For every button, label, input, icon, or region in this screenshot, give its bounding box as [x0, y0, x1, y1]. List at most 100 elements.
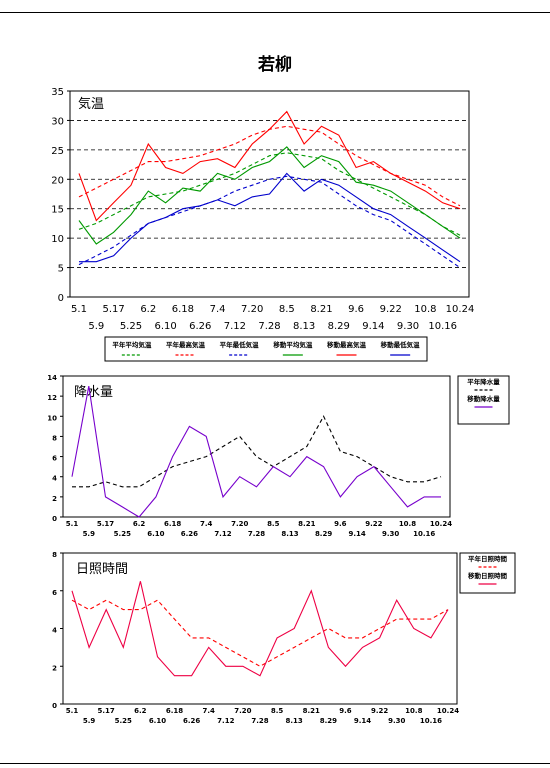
x-tick-label: 7.20	[234, 707, 251, 715]
legend-label: 移動最低気温	[381, 340, 421, 349]
x-tick-label: 7.12	[217, 717, 234, 725]
x-tick-label: 9.6	[339, 707, 352, 715]
x-tick-label: 9.22	[371, 707, 388, 715]
x-tick-label: 7.28	[258, 321, 280, 332]
x-tick-label: 6.18	[172, 304, 194, 315]
x-tick-label: 8.21	[310, 304, 332, 315]
x-tick-label: 10.8	[414, 304, 436, 315]
x-tick-label: 7.4	[210, 304, 226, 315]
y-tick-label: 35	[51, 87, 64, 98]
x-tick-label: 5.9	[83, 530, 96, 538]
y-tick-label: 2	[52, 495, 57, 503]
x-tick-label: 8.21	[303, 707, 320, 715]
x-tick-label: 7.20	[241, 304, 263, 315]
series-line	[79, 172, 461, 263]
x-tick-label: 9.14	[362, 321, 384, 332]
x-tick-label: 6.18	[166, 707, 183, 715]
x-tick-label: 6.26	[183, 717, 200, 725]
y-tick-label: 12	[47, 394, 57, 402]
legend-box	[459, 552, 516, 594]
page-title: 若柳	[258, 55, 292, 75]
y-tick-label: 10	[51, 234, 64, 245]
x-tick-label: 10.16	[428, 321, 457, 332]
x-tick-label: 10.24	[430, 520, 452, 528]
x-tick-label: 8.21	[298, 520, 315, 528]
y-tick-label: 0	[52, 702, 57, 710]
x-tick-label: 6.10	[149, 717, 166, 725]
x-tick-label: 10.16	[413, 530, 435, 538]
x-tick-label: 5.17	[97, 520, 114, 528]
legend-label: 平年降水量	[467, 377, 500, 386]
y-tick-label: 6	[52, 455, 57, 463]
x-tick-label: 5.17	[103, 304, 125, 315]
legend-label: 移動降水量	[467, 394, 500, 403]
legend-label: 平年平均気温	[112, 340, 152, 349]
x-tick-label: 5.9	[88, 321, 104, 332]
y-tick-label: 4	[52, 475, 57, 483]
x-tick-label: 6.2	[133, 520, 146, 528]
series-line	[71, 385, 441, 518]
x-tick-label: 10.8	[405, 707, 422, 715]
legend-label: 移動平均気温	[273, 340, 313, 349]
x-tick-label: 6.18	[164, 520, 181, 528]
x-tick-label: 5.1	[66, 520, 79, 528]
x-tick-label: 5.17	[98, 707, 115, 715]
y-tick-label: 5	[58, 264, 64, 275]
x-tick-label: 9.14	[348, 530, 365, 538]
chart-title: 気温	[78, 96, 104, 112]
y-tick-label: 30	[51, 116, 64, 127]
x-tick-label: 8.29	[320, 717, 337, 725]
top-rule	[0, 12, 550, 13]
x-tick-label: 7.20	[231, 520, 248, 528]
y-tick-label: 25	[51, 146, 64, 157]
x-tick-label: 6.10	[154, 321, 176, 332]
y-tick-label: 15	[51, 205, 64, 216]
x-tick-label: 7.12	[224, 321, 246, 332]
y-tick-label: 20	[51, 175, 64, 186]
series-line	[71, 581, 449, 677]
y-tick-label: 6	[52, 589, 57, 597]
x-tick-label: 5.9	[83, 717, 96, 725]
x-tick-label: 6.26	[181, 530, 198, 538]
series-line	[78, 146, 461, 245]
x-tick-label: 9.30	[388, 717, 405, 725]
x-tick-label: 9.14	[354, 717, 371, 725]
x-tick-label: 7.4	[200, 520, 213, 528]
x-tick-label: 6.2	[140, 304, 156, 315]
x-tick-label: 8.29	[315, 530, 332, 538]
chart-title: 降水量	[74, 385, 113, 400]
y-tick-label: 8	[52, 434, 57, 442]
chart-3: 0 2 4 6 8 5.1 5.95.175.256.26.106.186.267.47.1…	[52, 551, 516, 725]
x-tick-label: 8.5	[279, 304, 295, 315]
x-tick-label: 8.13	[286, 717, 303, 725]
x-tick-label: 10.24	[446, 304, 475, 315]
x-tick-label: 7.12	[214, 530, 231, 538]
y-tick-label: 0	[52, 515, 57, 523]
x-tick-label: 5.25	[115, 717, 132, 725]
legend-label: 移動最高気温	[327, 340, 367, 349]
y-tick-label: 4	[52, 627, 57, 635]
x-tick-label: 8.13	[293, 321, 315, 332]
legend-box	[457, 375, 510, 425]
y-tick-label: 2	[52, 664, 57, 672]
y-tick-label: 10	[47, 414, 57, 422]
x-tick-label: 5.1	[71, 304, 87, 315]
y-tick-label: 0	[58, 293, 64, 304]
x-tick-label: 9.30	[397, 321, 419, 332]
x-tick-label: 9.30	[382, 530, 399, 538]
x-tick-label: 10.8	[399, 520, 416, 528]
legend-box	[104, 336, 428, 362]
x-tick-label: 8.13	[281, 530, 298, 538]
legend-label: 移動日照時間	[468, 571, 508, 580]
x-tick-label: 5.25	[120, 321, 142, 332]
plot-frame	[62, 375, 451, 518]
x-tick-label: 9.6	[348, 304, 364, 315]
y-tick-label: 14	[47, 374, 57, 382]
x-tick-label: 10.16	[420, 717, 442, 725]
x-tick-label: 6.10	[147, 530, 164, 538]
legend-label: 平年最低気温	[220, 340, 260, 349]
x-tick-label: 7.28	[248, 530, 265, 538]
legend-label: 平年最高気温	[166, 340, 206, 349]
y-tick-label: 8	[52, 551, 57, 559]
x-tick-label: 5.25	[114, 530, 131, 538]
